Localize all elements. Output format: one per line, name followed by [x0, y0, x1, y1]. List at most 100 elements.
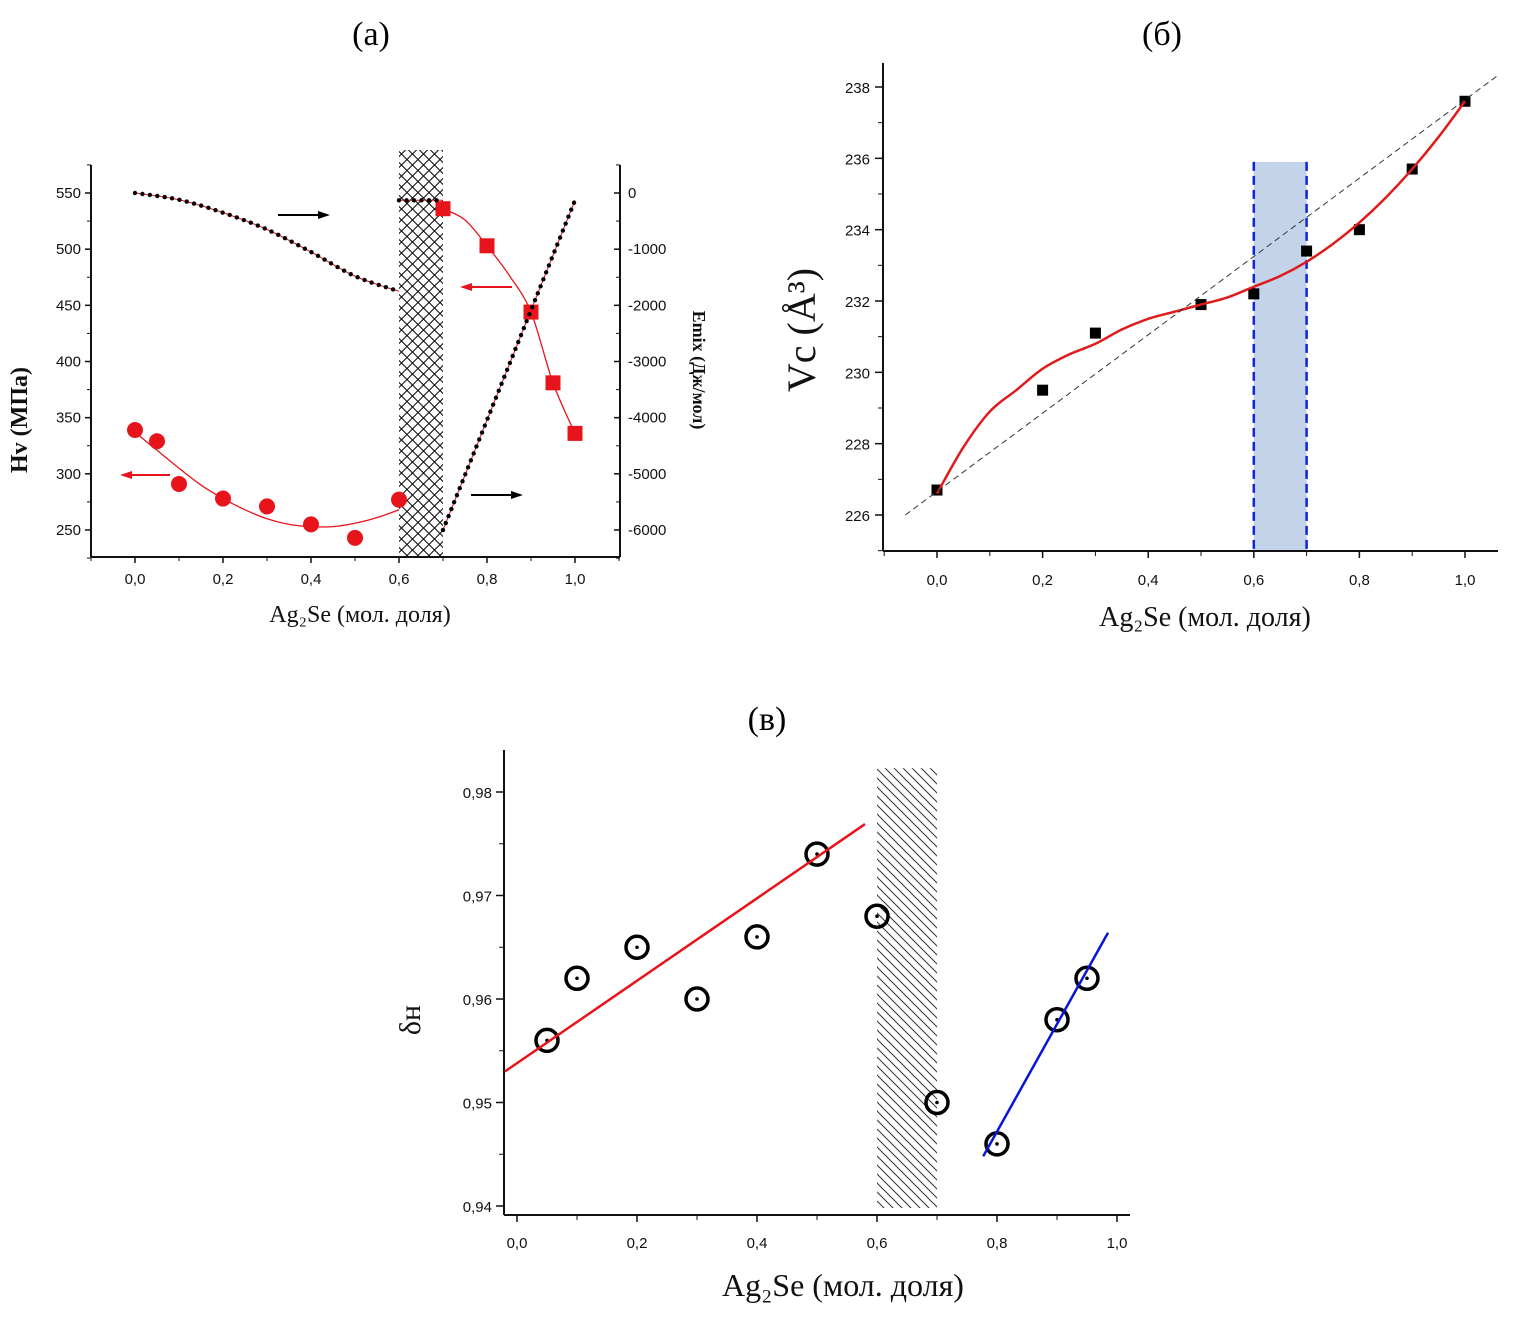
emix-curve-dot	[571, 200, 577, 205]
emix-curve-dot	[490, 402, 496, 407]
data-point-ring	[1044, 1006, 1070, 1033]
emix-curve-dot	[527, 311, 532, 317]
emix-curve-dot	[454, 492, 460, 498]
emix-curve-dot	[383, 284, 389, 290]
emix-curve-dot	[471, 451, 476, 456]
emix-curve-dot	[255, 223, 260, 228]
emix-curve-dot	[499, 381, 504, 386]
data-point-circle	[171, 475, 187, 492]
chart-a-y2label: Emix (Дж/мол)	[688, 311, 709, 430]
arrow-left-hv-squares-head	[460, 283, 472, 291]
y2-tick-label: -3000	[628, 354, 666, 371]
y-tick-label: 350	[56, 410, 81, 427]
y-tick-label: 228	[845, 437, 870, 454]
emix-curve-dot	[206, 205, 211, 211]
x-tick-label: 0,0	[927, 572, 948, 589]
emix-curve-dot	[440, 527, 446, 533]
emix-curve-dot	[262, 226, 267, 231]
y-tick-label: 400	[56, 354, 81, 371]
emix-curve-dot	[463, 472, 468, 477]
emix-curve-dot	[532, 298, 538, 303]
y-tick-label: 0,94	[463, 1199, 492, 1216]
emix-curve-dot	[248, 220, 254, 225]
emix-curve-dot	[296, 242, 301, 248]
data-point-center	[935, 1100, 939, 1105]
emix-curve-dot	[502, 374, 507, 380]
x-tick-label: 0,2	[1032, 572, 1053, 589]
emix-curve-dot	[482, 423, 488, 428]
emix-curve-dot	[341, 268, 347, 273]
data-point-ring	[744, 924, 770, 950]
emix-curve-dot	[516, 339, 521, 345]
emix-curve-dot	[390, 287, 396, 292]
data-point-ring	[684, 986, 710, 1012]
emix-curve-dot	[507, 360, 513, 366]
emix-curve-dot	[269, 229, 274, 234]
arrow-right-emix-bottom-head	[511, 491, 523, 499]
emix-curve-dot	[227, 212, 232, 218]
emix-curve-dot	[169, 196, 175, 201]
emix-curve-dot	[513, 346, 518, 352]
emix-curve-dot	[322, 257, 327, 262]
x-tick-label: 0,8	[1349, 572, 1370, 589]
x-tick-label: 0,4	[301, 571, 322, 588]
data-point-center	[755, 935, 759, 939]
x-tick-label: 1,0	[565, 571, 586, 588]
data-point-square	[1459, 95, 1471, 107]
arrow-left-hv-circles-head	[120, 471, 132, 479]
emix-curve-dot	[132, 190, 138, 196]
data-point-center	[1085, 976, 1089, 981]
data-point-square	[1248, 288, 1260, 300]
x-tick-label: 0,8	[477, 571, 498, 588]
x-tick-label: 0,4	[1138, 572, 1159, 589]
x-tick-label: 0,6	[1243, 572, 1264, 589]
data-point-circle	[391, 491, 407, 508]
x-tick-label: 0,6	[867, 1235, 888, 1252]
emix-curve-dot	[535, 291, 540, 296]
panel-label-b: (б)	[1142, 16, 1182, 53]
emix-curve-dot	[177, 197, 182, 203]
fit-line	[134, 431, 400, 528]
y-tick-label: 250	[56, 522, 81, 539]
data-point-ring	[564, 965, 590, 992]
emix-curve-dot	[289, 239, 294, 244]
y-tick-label: 226	[845, 508, 870, 525]
emix-curve-dot	[302, 246, 308, 251]
emix-curve-dot	[362, 277, 367, 283]
data-point-ring	[924, 1089, 950, 1116]
y-tick-label: 500	[56, 241, 81, 258]
emix-curve-dot	[518, 332, 524, 338]
data-point-circle	[303, 516, 319, 533]
emix-curve-dot	[396, 198, 402, 203]
x-tick-label: 0,6	[389, 571, 410, 588]
x-tick-label: 1,0	[1455, 572, 1476, 589]
y-tick-label: 0,98	[463, 785, 492, 802]
linear-fit-line	[982, 932, 1110, 1157]
shaded-region-hatch	[877, 768, 937, 1208]
chart-c-xlabel: Ag₂Se (мол. доля)	[722, 1267, 964, 1303]
emix-curve-dot	[348, 271, 353, 277]
y2-tick-label: -5000	[628, 466, 666, 483]
y-tick-label: 550	[56, 185, 81, 202]
emix-curve-dot	[496, 388, 501, 393]
emix-curve-dot	[446, 513, 451, 519]
shaded-region-crosshatch	[399, 150, 443, 557]
emix-curve-dot	[411, 198, 417, 203]
y-tick-label: 236	[845, 151, 870, 168]
emix-curve-dot	[282, 235, 288, 241]
emix-curve-dot	[457, 486, 462, 491]
emix-curve-dot	[569, 207, 574, 212]
data-point-circle	[127, 422, 143, 439]
data-point-center	[695, 997, 699, 1001]
emix-curve-dot	[449, 506, 454, 512]
emix-curve-dot	[199, 203, 204, 208]
emix-curve-dot	[485, 416, 490, 421]
data-point-ring	[534, 1027, 560, 1054]
emix-curve-dot	[563, 221, 568, 226]
emix-curve-dot	[538, 284, 543, 289]
emix-curve-dot	[191, 201, 197, 206]
chart-c-ylabel: δн	[394, 1005, 427, 1035]
emix-curve-dot	[465, 465, 471, 470]
emix-curve-dot	[419, 198, 424, 203]
